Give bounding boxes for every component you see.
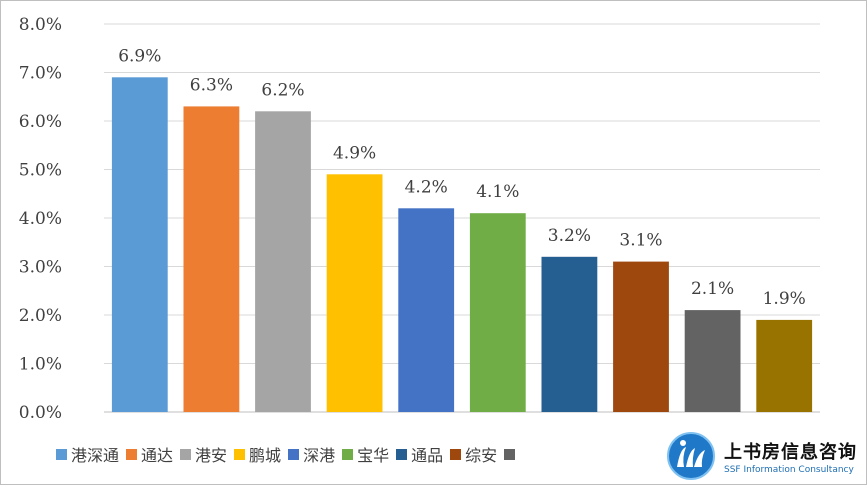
legend-swatch <box>504 448 516 460</box>
data-label: 4.2% <box>405 177 448 197</box>
legend-label: 港安 <box>195 446 228 465</box>
bar <box>613 261 669 412</box>
legend-item: 综安 <box>450 442 497 466</box>
legend-label: 港深通 <box>71 446 120 465</box>
legend-item: 鹏城 <box>234 442 281 466</box>
data-label: 6.3% <box>190 75 233 95</box>
data-label: 3.1% <box>619 231 662 251</box>
bar <box>398 208 455 412</box>
data-label: 4.1% <box>476 182 519 202</box>
y-axis-ticks: 0.0% 1.0% 2.0% 3.0% 4.0% 5.0% 6.0% 7.0% 8.0% <box>19 15 62 423</box>
data-label: 6.2% <box>261 80 304 100</box>
data-label: 3.2% <box>548 226 591 246</box>
bar <box>326 174 383 412</box>
legend-label: 综安 <box>465 446 498 465</box>
bar <box>469 213 526 412</box>
y-tick-label: 3.0% <box>19 258 62 278</box>
ssf-logo: 上书房信息咨询 SSF Information Consultancy <box>640 428 866 484</box>
y-tick-label: 1.0% <box>19 355 62 375</box>
data-label: 2.1% <box>691 279 734 299</box>
legend-item: 宝华 <box>342 442 389 466</box>
legend-swatch <box>180 448 192 460</box>
data-label: 6.9% <box>118 46 161 66</box>
legend-label: 鹏城 <box>249 446 282 465</box>
y-tick-label: 6.0% <box>19 112 62 132</box>
ssf-logo-icon <box>667 432 715 480</box>
legend-item: 深港 <box>288 442 335 466</box>
y-tick-label: 8.0% <box>19 15 62 35</box>
data-label: 1.9% <box>763 289 806 309</box>
legend: 港深通 通达 港安 鹏城 深港 宝华 通品 综安 <box>56 442 526 466</box>
legend-swatch <box>342 448 354 460</box>
data-label: 4.9% <box>333 143 376 163</box>
bar <box>255 111 311 413</box>
legend-item <box>504 448 519 460</box>
y-tick-label: 4.0% <box>19 209 62 229</box>
legend-swatch <box>234 448 246 460</box>
bar <box>183 106 240 413</box>
legend-swatch <box>396 448 408 460</box>
legend-item: 港深通 <box>56 442 119 466</box>
y-tick-label: 7.0% <box>19 64 62 84</box>
legend-label: 深港 <box>303 446 336 465</box>
logo-name-cn: 上书房信息咨询 <box>724 441 857 463</box>
y-tick-label: 2.0% <box>19 306 62 326</box>
bar <box>756 319 813 412</box>
legend-swatch <box>288 448 300 460</box>
legend-item: 通达 <box>126 442 173 466</box>
legend-swatch <box>450 448 462 460</box>
data-labels: 6.9% 6.3% 6.2% 4.9% 4.2% 4.1% 3.2% 3.1% 2.1% 1.9% <box>118 46 806 309</box>
logo-text: 上书房信息咨询 SSF Information Consultancy <box>724 438 857 475</box>
legend-label: 通达 <box>141 446 174 465</box>
legend-swatch <box>56 448 67 460</box>
bars <box>111 77 813 413</box>
y-tick-label: 5.0% <box>19 161 62 181</box>
legend-item: 通品 <box>396 442 443 466</box>
legend-swatch <box>126 448 138 460</box>
bar <box>111 77 168 413</box>
logo-name-en: SSF Information Consultancy <box>724 464 854 475</box>
legend-label: 宝华 <box>357 446 390 465</box>
legend-item: 港安 <box>180 442 227 466</box>
bar <box>684 310 741 412</box>
legend-label: 通品 <box>411 446 444 465</box>
bar <box>541 256 598 412</box>
y-tick-label: 0.0% <box>19 403 62 423</box>
